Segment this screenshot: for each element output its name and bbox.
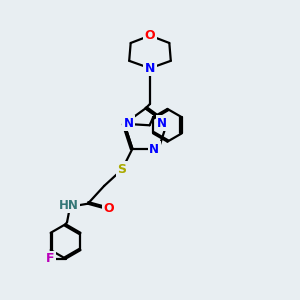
Text: S: S (118, 163, 127, 176)
Text: N: N (157, 117, 167, 130)
Text: N: N (124, 117, 134, 130)
Text: HN: HN (58, 199, 79, 212)
Text: N: N (145, 62, 155, 75)
Text: F: F (46, 252, 54, 265)
Text: O: O (103, 202, 114, 215)
Text: N: N (149, 143, 159, 156)
Text: O: O (145, 29, 155, 42)
